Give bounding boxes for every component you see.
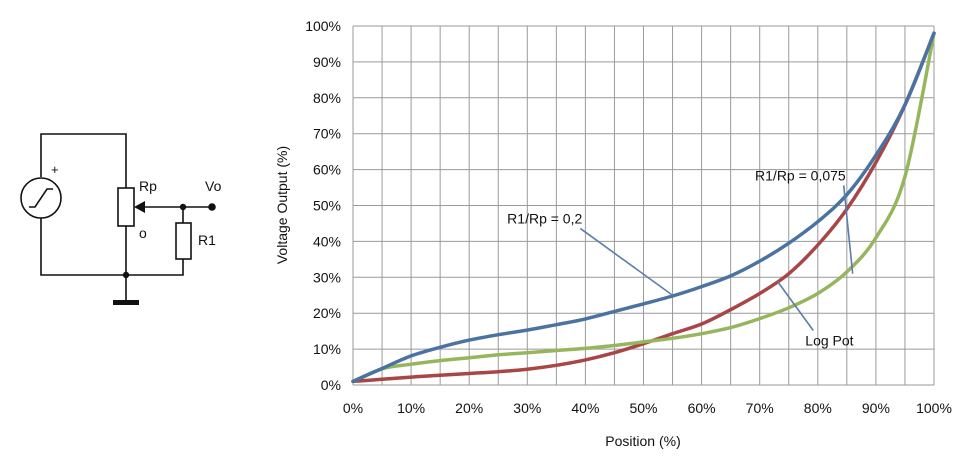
y-tick-label: 80% [313,90,341,106]
wire-bottom [40,218,184,276]
annotation-label-ratio-0075: R1/Rp = 0,075 [755,167,846,183]
wiper-arrow-icon [134,201,145,213]
y-tick-label: 20% [313,305,341,321]
x-tick-labels: 0% 10% 20% 30% 40% 50% 60% 70% 80% 90% 100% [343,400,952,416]
x-axis-label: Position (%) [605,433,680,449]
resistor-label: R1 [198,232,216,248]
y-tick-label: 10% [313,341,341,357]
y-tick-label: 70% [313,126,341,142]
x-tick-label: 10% [397,400,425,416]
x-tick-label: 70% [746,400,774,416]
series-line-ratio-0075 [351,31,936,384]
ground-symbol [113,300,139,305]
x-tick-label: 40% [571,400,599,416]
annotation-label-ratio-02: R1/Rp = 0,2 [507,210,582,226]
x-tick-label: 100% [916,400,952,416]
annotation-leader-line [842,185,854,274]
x-tick-label: 60% [688,400,716,416]
y-tick-label: 50% [313,198,341,214]
output-terminal-dot [208,203,216,211]
annotation-label-log-pot: Log Pot [805,333,853,349]
grid-lines [352,25,935,386]
x-tick-label: 90% [862,400,890,416]
series-line-ratio-02 [351,31,936,384]
output-label: Vo [205,178,222,194]
source-polarity-label: + [51,162,59,177]
x-tick-label: 50% [629,400,657,416]
potentiometer-rp [117,187,135,227]
x-tick-label: 30% [513,400,541,416]
y-tick-label: 40% [313,233,341,249]
wire-top [40,133,127,188]
y-tick-label: 0% [321,377,341,393]
circuit-schematic [20,133,216,305]
x-tick-label: 0% [343,400,363,416]
y-axis-label: Voltage Output (%) [274,146,290,264]
annotation-leader-line [776,280,814,331]
ac-source-waveform-icon [29,188,53,208]
y-tick-label: 30% [313,269,341,285]
series-lines [351,31,936,384]
voltage-output-chart: 0% 10% 20% 30% 40% 50% 60% 70% 80% 90% 100% 0% 10% 2… [274,18,952,449]
x-tick-label: 80% [804,400,832,416]
junction-dot-wiper [179,203,187,211]
series-annotations: R1/Rp = 0,2 R1/Rp = 0,075 Log Pot [507,167,853,348]
wiper-label: o [139,225,147,241]
annotation-leader-line [579,227,674,296]
resistor-r1 [175,222,192,260]
x-tick-label: 20% [455,400,483,416]
y-tick-label: 90% [313,54,341,70]
series-line-log-pot [351,31,936,384]
pot-label: Rp [139,178,157,194]
y-tick-label: 100% [305,18,341,34]
y-tick-labels: 0% 10% 20% 30% 40% 50% 60% 70% 80% 90% 100% [305,18,341,393]
y-tick-label: 60% [313,162,341,178]
junction-dot-ground [122,271,130,279]
